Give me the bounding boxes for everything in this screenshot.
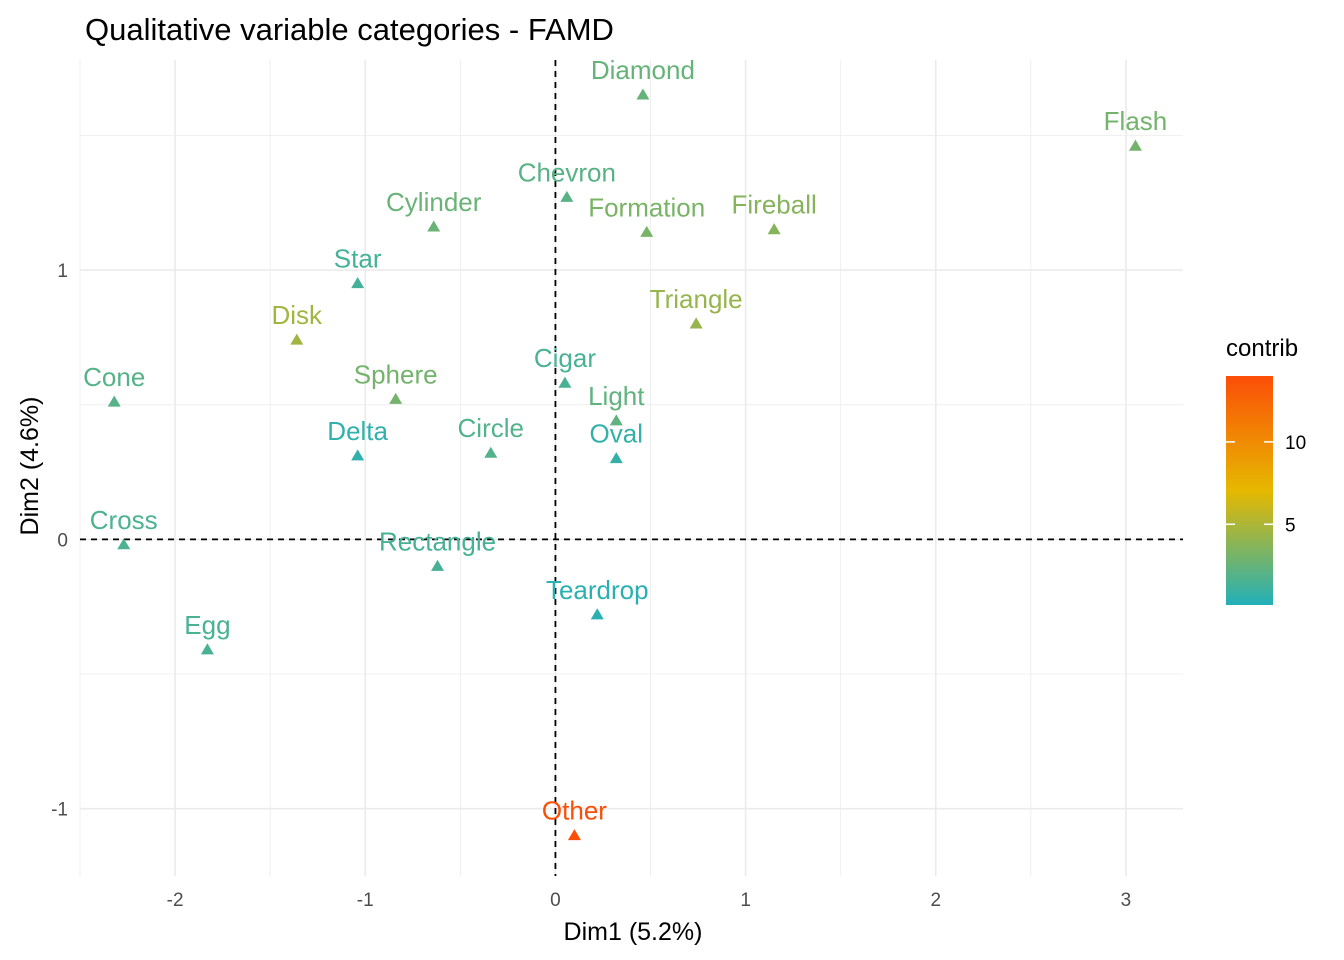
point-cylinder <box>427 220 441 232</box>
point-label-rectangle: Rectangle <box>379 526 496 556</box>
point-label-sphere: Sphere <box>354 359 438 389</box>
point-label-star: Star <box>334 244 382 274</box>
point-labels: Diamond Flash Chevron Cylinder Formation Fire… <box>83 55 1167 826</box>
point-teardrop <box>590 608 604 620</box>
point-label-chevron: Chevron <box>518 157 616 187</box>
y-tick-label: -1 <box>51 800 68 821</box>
point-egg <box>200 643 214 655</box>
x-tick-label: 0 <box>550 890 561 911</box>
point-label-triangle: Triangle <box>650 284 743 314</box>
point-label-fireball: Fireball <box>732 190 817 220</box>
point-delta <box>351 449 365 461</box>
point-label-circle: Circle <box>458 413 524 443</box>
x-axis-title: Dim1 (5.2%) <box>564 918 703 946</box>
point-label-diamond: Diamond <box>591 55 695 85</box>
legend-title: contrib <box>1226 335 1298 362</box>
point-label-flash: Flash <box>1104 106 1168 136</box>
y-tick-label: 1 <box>57 261 68 282</box>
point-label-teardrop: Teardrop <box>546 575 649 605</box>
x-tick-label: 3 <box>1121 890 1132 911</box>
x-tick-label: 1 <box>740 890 751 911</box>
chart-title: Qualitative variable categories - FAMD <box>85 12 614 47</box>
point-label-cone: Cone <box>83 362 145 392</box>
point-label-light: Light <box>588 381 645 411</box>
point-oval <box>609 452 623 464</box>
legend-tick-label: 10 <box>1285 433 1306 454</box>
point-label-egg: Egg <box>184 610 230 640</box>
point-circle <box>484 446 498 458</box>
legend-ticks: 5 10 <box>1226 433 1306 536</box>
point-other <box>567 829 581 841</box>
point-label-delta: Delta <box>327 416 388 446</box>
point-label-cross: Cross <box>90 505 158 535</box>
point-triangle <box>689 317 703 329</box>
point-label-disk: Disk <box>272 300 324 330</box>
y-axis-title: Dim2 (4.6%) <box>16 397 44 536</box>
point-cone <box>107 395 121 407</box>
point-diamond <box>636 88 650 100</box>
point-star <box>351 277 365 289</box>
grid <box>79 60 1183 876</box>
point-label-cylinder: Cylinder <box>386 187 482 217</box>
x-tick-label: -1 <box>357 890 374 911</box>
point-cigar <box>558 376 572 388</box>
point-sphere <box>389 392 403 404</box>
point-label-cigar: Cigar <box>534 343 596 373</box>
legend-tick-label: 5 <box>1285 515 1296 536</box>
x-tick-label: 2 <box>930 890 941 911</box>
reference-lines <box>80 60 1183 876</box>
point-label-oval: Oval <box>590 419 643 449</box>
point-label-other: Other <box>542 796 607 826</box>
x-tick-label: -2 <box>167 890 184 911</box>
y-tick-label: 0 <box>57 530 68 551</box>
point-light <box>609 414 623 426</box>
data-points <box>107 88 1142 841</box>
point-cross <box>117 538 131 550</box>
point-formation <box>640 225 654 237</box>
point-chevron <box>560 190 574 202</box>
legend-colorbar <box>1226 376 1273 605</box>
point-label-formation: Formation <box>588 192 705 222</box>
point-disk <box>290 333 304 345</box>
legend: contrib 5 10 <box>1226 335 1306 605</box>
axis-ticks: -2 -1 0 1 2 3 -1 0 1 <box>51 261 1131 911</box>
point-flash <box>1128 139 1142 151</box>
point-fireball <box>767 223 781 235</box>
point-rectangle <box>431 559 445 571</box>
